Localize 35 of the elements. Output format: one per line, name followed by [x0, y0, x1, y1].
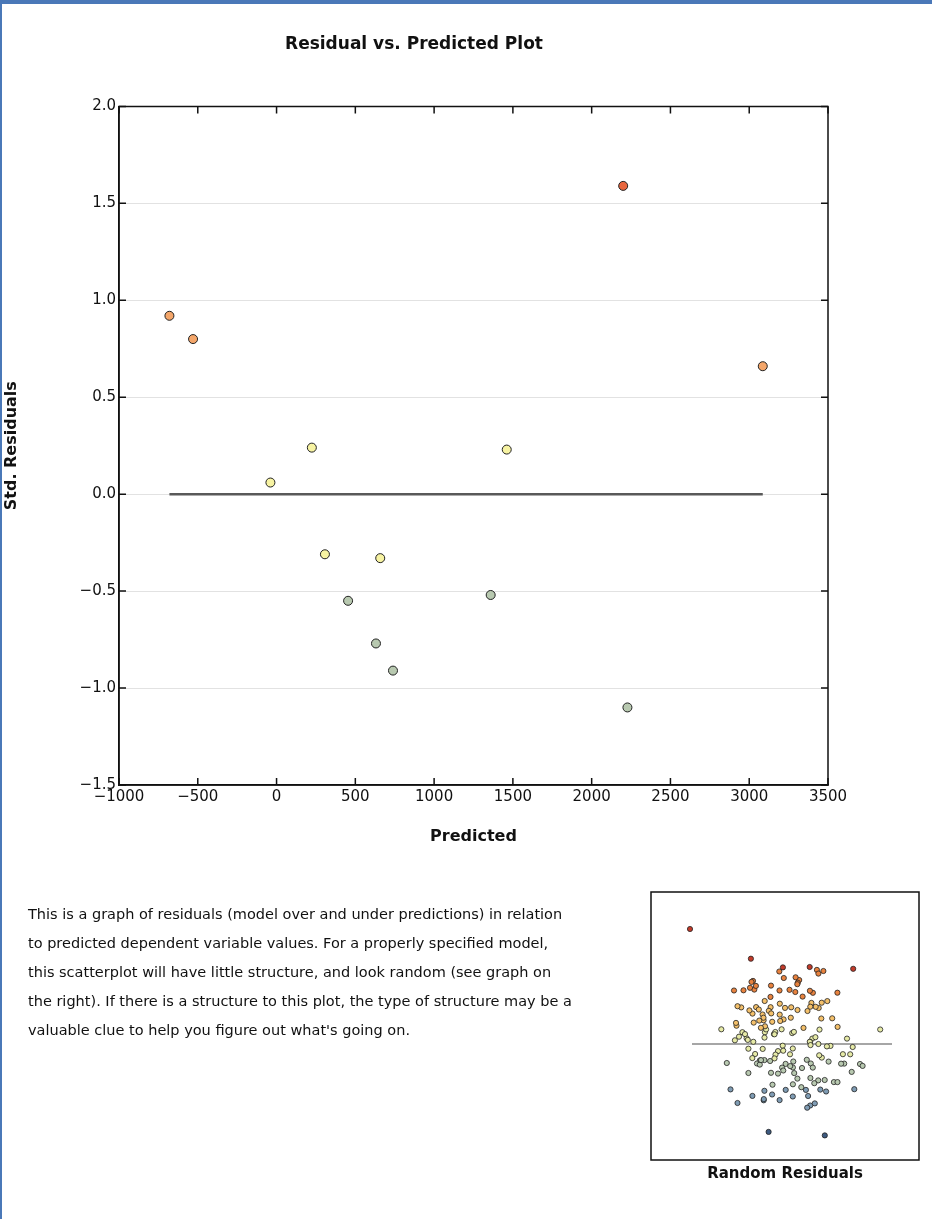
point: [164, 310, 175, 321]
y-tick-label: 2.0: [92, 96, 116, 115]
x-tick-label: 2000: [572, 786, 611, 805]
point: [319, 549, 330, 560]
y-tick-label: 1.0: [92, 290, 116, 309]
x-tick-label: 1500: [493, 786, 532, 805]
point: [387, 665, 398, 676]
point: [618, 180, 629, 191]
point: [375, 553, 386, 564]
x-tick-label: 3500: [808, 786, 848, 805]
point: [622, 702, 633, 713]
x-tick-label: 2500: [651, 786, 690, 805]
y-tick-label: 0.0: [92, 484, 116, 503]
point: [370, 638, 381, 649]
point: [306, 442, 317, 453]
x-tick-label: 3000: [730, 786, 769, 805]
x-tick-label: 0: [271, 786, 282, 805]
point: [188, 334, 199, 345]
x-tick-label: −500: [177, 786, 219, 805]
y-tick-label: 0.5: [92, 387, 116, 406]
text: This is a graph of residuals (model over and under predictions) in relation to predicted dependent variable values. For a properly specified model, this scatterplot will have little structure, and look random (see graph on the right). If there is a structure to this plot, the type of structure may be a valuable clue to help you figure out what's going on.: [28, 905, 573, 1040]
x-tick-label: 1000: [415, 786, 454, 805]
x-axis-title: Predicted: [430, 825, 517, 845]
y-tick-label: −0.5: [79, 581, 116, 599]
point: [485, 589, 496, 600]
text: Random Residuals: [706, 1164, 864, 1182]
point: [265, 477, 276, 488]
x-tick-label: 500: [341, 786, 370, 805]
y-tick-label: −1.0: [79, 677, 116, 696]
y-tick-label: 1.5: [92, 193, 116, 212]
chart-title: Residual vs. Predicted Plot: [285, 32, 543, 53]
point: [757, 361, 768, 372]
y-axis-title: Std. Residuals: [0, 381, 20, 511]
point: [343, 595, 354, 606]
point: [501, 444, 512, 455]
